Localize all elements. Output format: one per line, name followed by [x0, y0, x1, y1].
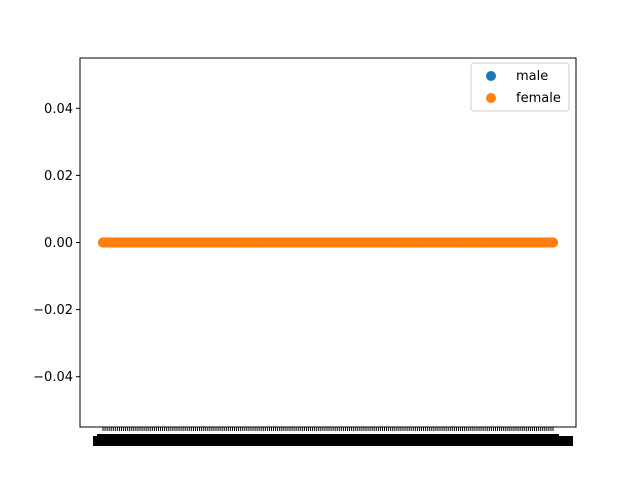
- y-tick-label: 0.00: [44, 236, 73, 251]
- legend-marker-male: [486, 71, 496, 81]
- y-tick-label: 0.02: [44, 169, 73, 184]
- x-tick-label-end: [93, 436, 99, 446]
- legend-marker-female: [486, 93, 496, 103]
- x-axis-ticks: [102, 427, 554, 431]
- series-female-points: [98, 237, 558, 248]
- point-female: [548, 237, 558, 248]
- y-tick-label: 0.04: [44, 102, 73, 117]
- y-tick-label: −0.04: [33, 370, 73, 385]
- x-axis-tick-labels: [93, 434, 573, 446]
- legend-label-male: male: [516, 69, 548, 84]
- y-axis-ticks: −0.04 −0.02 0.00 0.02 0.04: [33, 102, 80, 385]
- x-tick-label-end: [557, 436, 573, 446]
- x-tick-label-band: [97, 434, 559, 446]
- plot-frame: [79, 57, 577, 428]
- legend-label-female: female: [516, 91, 561, 106]
- y-tick-label: −0.02: [33, 303, 73, 318]
- legend: male female: [470, 62, 570, 112]
